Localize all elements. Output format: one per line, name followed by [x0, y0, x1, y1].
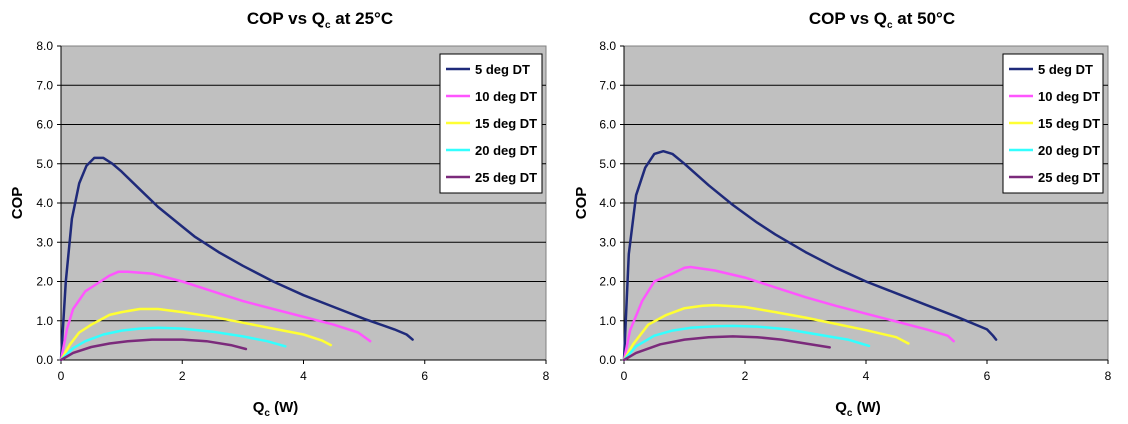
y-tick-label: 6.0: [36, 118, 53, 132]
y-axis-label-main: COP: [9, 187, 26, 220]
y-axis-label-main: COP: [573, 187, 590, 220]
x-axis-label-suffix: (W): [852, 399, 880, 416]
legend-label: 10 deg DT: [1038, 89, 1100, 104]
x-tick-label: 4: [863, 369, 870, 383]
series-line-5: [622, 335, 831, 362]
chart-panel-1: 0.0 1.0 2.0 3.0 4.0 5.0 6.0 7.0 8.0 0 2 4 6 8 5 deg DT…: [9, 9, 550, 419]
chart-title: COP vs Qc at 50°C: [809, 9, 955, 31]
y-tick-label: 3.0: [599, 235, 616, 249]
y-tick-label: 1.0: [36, 314, 53, 328]
y-tick-label: 4.0: [599, 196, 616, 210]
chart-title-suffix: at 25°C: [331, 9, 394, 28]
x-tick-label: 0: [621, 369, 628, 383]
legend-label: 15 deg DT: [475, 116, 537, 131]
y-tick-label: 1.0: [599, 314, 616, 328]
y-tick-label: 4.0: [36, 196, 53, 210]
series-line-3: [59, 307, 333, 362]
y-tick-label: 2.0: [599, 275, 616, 289]
y-tick-label: 0.0: [36, 353, 53, 367]
series-line-1: [59, 156, 414, 362]
y-tick-label: 7.0: [599, 78, 616, 92]
x-tick-label: 6: [984, 369, 991, 383]
legend-label: 5 deg DT: [1038, 62, 1093, 77]
x-axis-label: Qc (W): [253, 399, 299, 419]
y-tick-label: 5.0: [36, 157, 53, 171]
y-tick-label: 3.0: [36, 235, 53, 249]
y-tick-label: 7.0: [36, 78, 53, 92]
y-tick-label: 6.0: [599, 118, 616, 132]
legend-label: 10 deg DT: [475, 89, 537, 104]
x-axis-label-subscript: c: [264, 408, 270, 419]
x-axis-label-subscript: c: [847, 408, 853, 419]
series-line-2: [622, 265, 955, 362]
x-axis-label-main: Q: [253, 399, 265, 416]
chart-title: COP vs Qc at 25°C: [247, 9, 393, 31]
series-line-4: [59, 326, 287, 362]
chart-title-suffix: at 50°C: [893, 9, 956, 28]
x-tick-label: 2: [742, 369, 749, 383]
y-tick-label: 5.0: [599, 157, 616, 171]
chart-panel-2: 0.0 1.0 2.0 3.0 4.0 5.0 6.0 7.0 8.0 0 2 4 6 8 5 deg DT…: [573, 9, 1112, 419]
x-tick-label: 6: [421, 369, 428, 383]
x-axis-label-main: Q: [835, 399, 847, 416]
legend-label: 20 deg DT: [1038, 143, 1100, 158]
chart-title-main: COP vs Q: [247, 9, 325, 28]
y-axis-label: COP: [9, 187, 26, 220]
legend-label: 5 deg DT: [475, 62, 530, 77]
legend-label: 15 deg DT: [1038, 116, 1100, 131]
y-tick-label: 0.0: [599, 353, 616, 367]
series-line-5: [59, 338, 248, 362]
series-line-2: [59, 270, 372, 362]
series-line-1: [622, 149, 998, 362]
x-axis-label: Qc (W): [835, 399, 881, 419]
x-tick-label: 4: [300, 369, 307, 383]
legend-label: 25 deg DT: [475, 170, 537, 185]
series-line-3: [622, 303, 910, 362]
x-tick-label: 2: [179, 369, 186, 383]
x-axis-label-suffix: (W): [270, 399, 298, 416]
chart-title-subscript: c: [887, 20, 893, 31]
x-tick-label: 8: [543, 369, 550, 383]
series-line-4: [622, 324, 871, 362]
y-tick-label: 8.0: [599, 39, 616, 53]
legend-label: 25 deg DT: [1038, 170, 1100, 185]
y-axis-label: COP: [573, 187, 590, 220]
y-tick-label: 8.0: [36, 39, 53, 53]
chart-title-subscript: c: [325, 20, 331, 31]
y-tick-label: 2.0: [36, 275, 53, 289]
legend-label: 20 deg DT: [475, 143, 537, 158]
x-tick-label: 0: [58, 369, 65, 383]
chart-title-main: COP vs Q: [809, 9, 887, 28]
x-tick-label: 8: [1105, 369, 1112, 383]
